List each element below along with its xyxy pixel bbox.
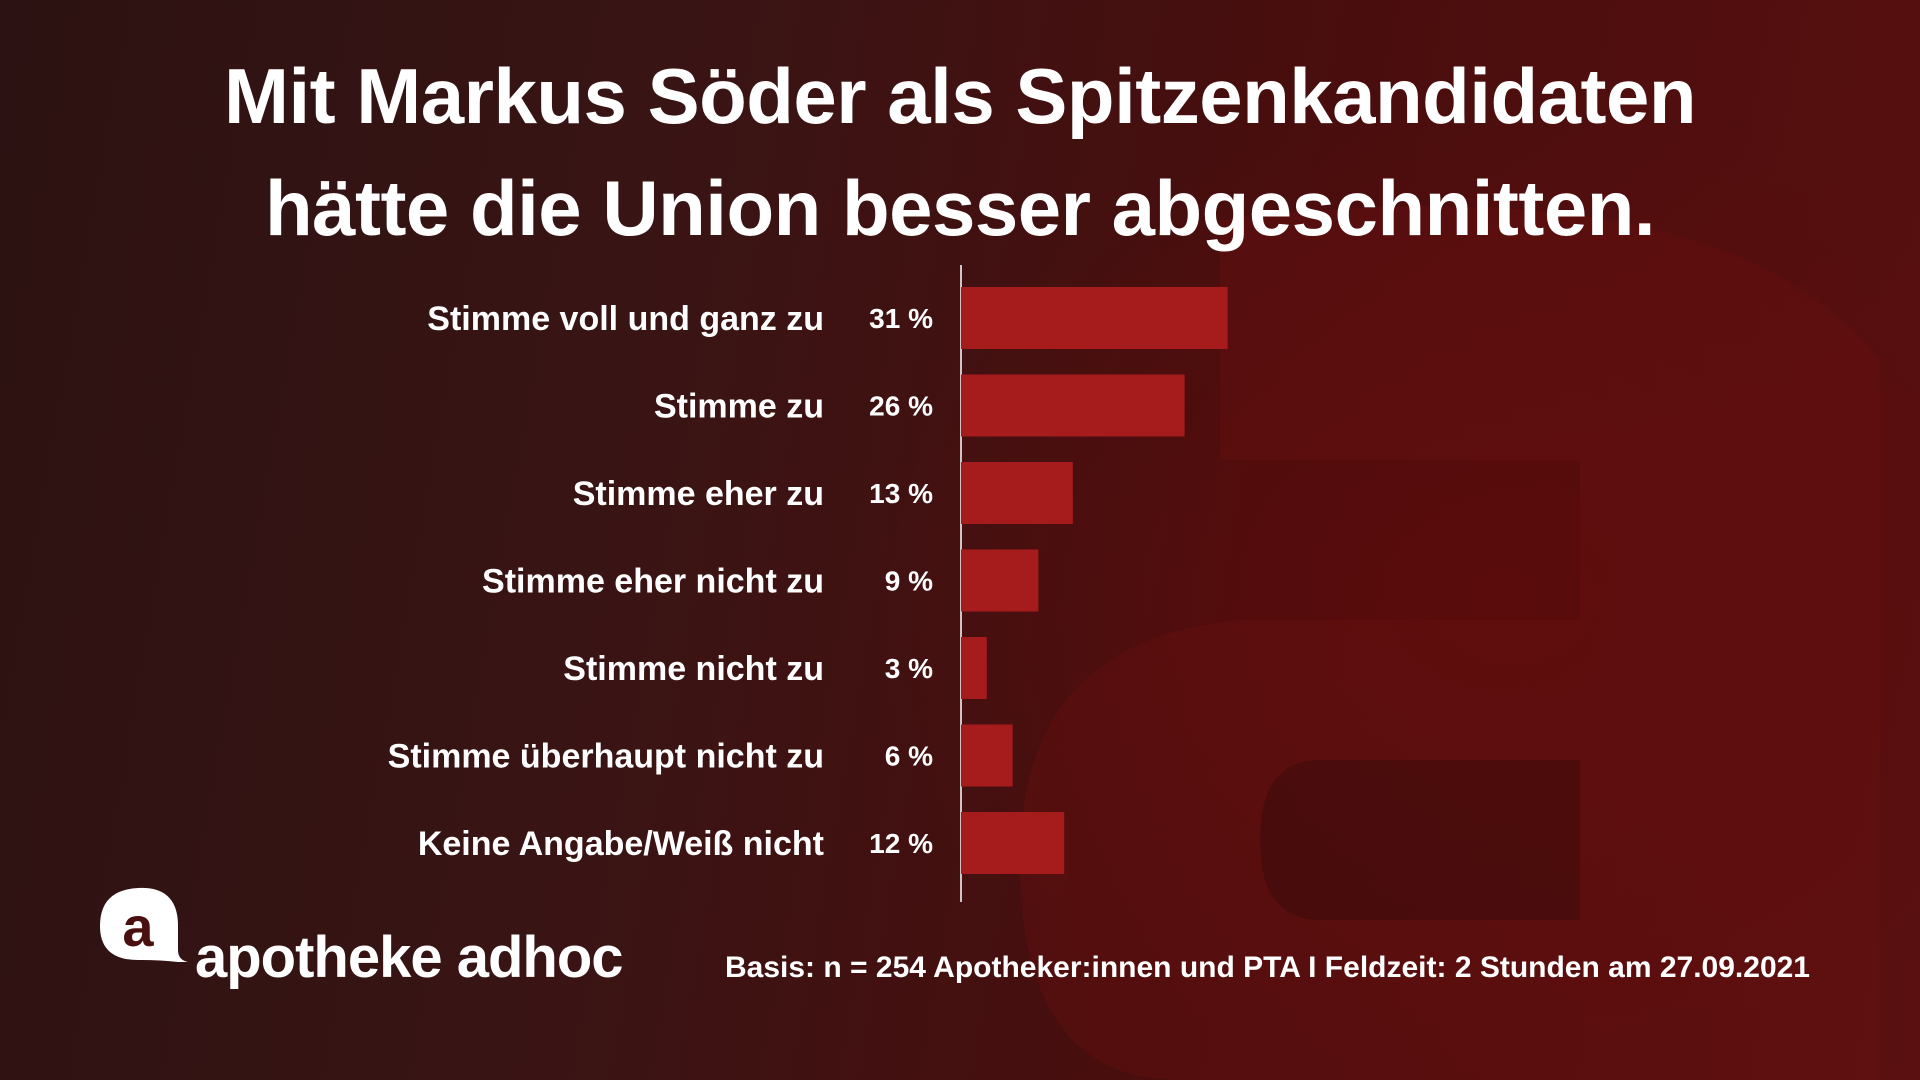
bar bbox=[961, 374, 1185, 437]
bar bbox=[961, 462, 1073, 524]
title-line-1: Mit Markus Söder als Spitzenkandidaten bbox=[224, 52, 1697, 140]
apotheke-adhoc-logo: a bbox=[100, 887, 188, 962]
bar bbox=[961, 549, 1039, 612]
bar bbox=[961, 724, 1013, 787]
bars-group: Stimme voll und ganz zu 31 % Stimme zu 26 %… bbox=[388, 287, 1228, 874]
category-label: Stimme eher zu bbox=[573, 475, 824, 513]
category-label: Stimme überhaupt nicht zu bbox=[388, 738, 824, 776]
logo-mark-letter: a bbox=[122, 895, 154, 958]
category-label: Stimme voll und ganz zu bbox=[427, 300, 824, 338]
category-label: Keine Angabe/Weiß nicht bbox=[418, 825, 824, 863]
logo-wordmark: apotheke adhoc bbox=[195, 925, 624, 990]
value-label: 31 % bbox=[869, 303, 933, 334]
value-label: 13 % bbox=[869, 478, 933, 509]
value-label: 3 % bbox=[885, 653, 933, 684]
value-label: 9 % bbox=[885, 566, 933, 597]
value-label: 6 % bbox=[885, 741, 933, 772]
chart-footnote: Basis: n = 254 Apotheker:innen und PTA I… bbox=[724, 951, 1810, 984]
bar bbox=[961, 637, 987, 699]
logo-speech-bubble-icon bbox=[100, 887, 188, 962]
value-label: 12 % bbox=[869, 828, 933, 859]
category-label: Stimme zu bbox=[654, 388, 824, 426]
value-label: 26 % bbox=[869, 391, 933, 422]
category-label: Stimme nicht zu bbox=[563, 650, 824, 688]
bar bbox=[961, 812, 1065, 874]
category-label: Stimme eher nicht zu bbox=[482, 563, 824, 601]
title-line-2: hätte die Union besser abgeschnitten. bbox=[264, 164, 1656, 252]
chart-title: Mit Markus Söder als Spitzenkandidaten h… bbox=[0, 40, 1920, 264]
bar bbox=[961, 287, 1228, 349]
